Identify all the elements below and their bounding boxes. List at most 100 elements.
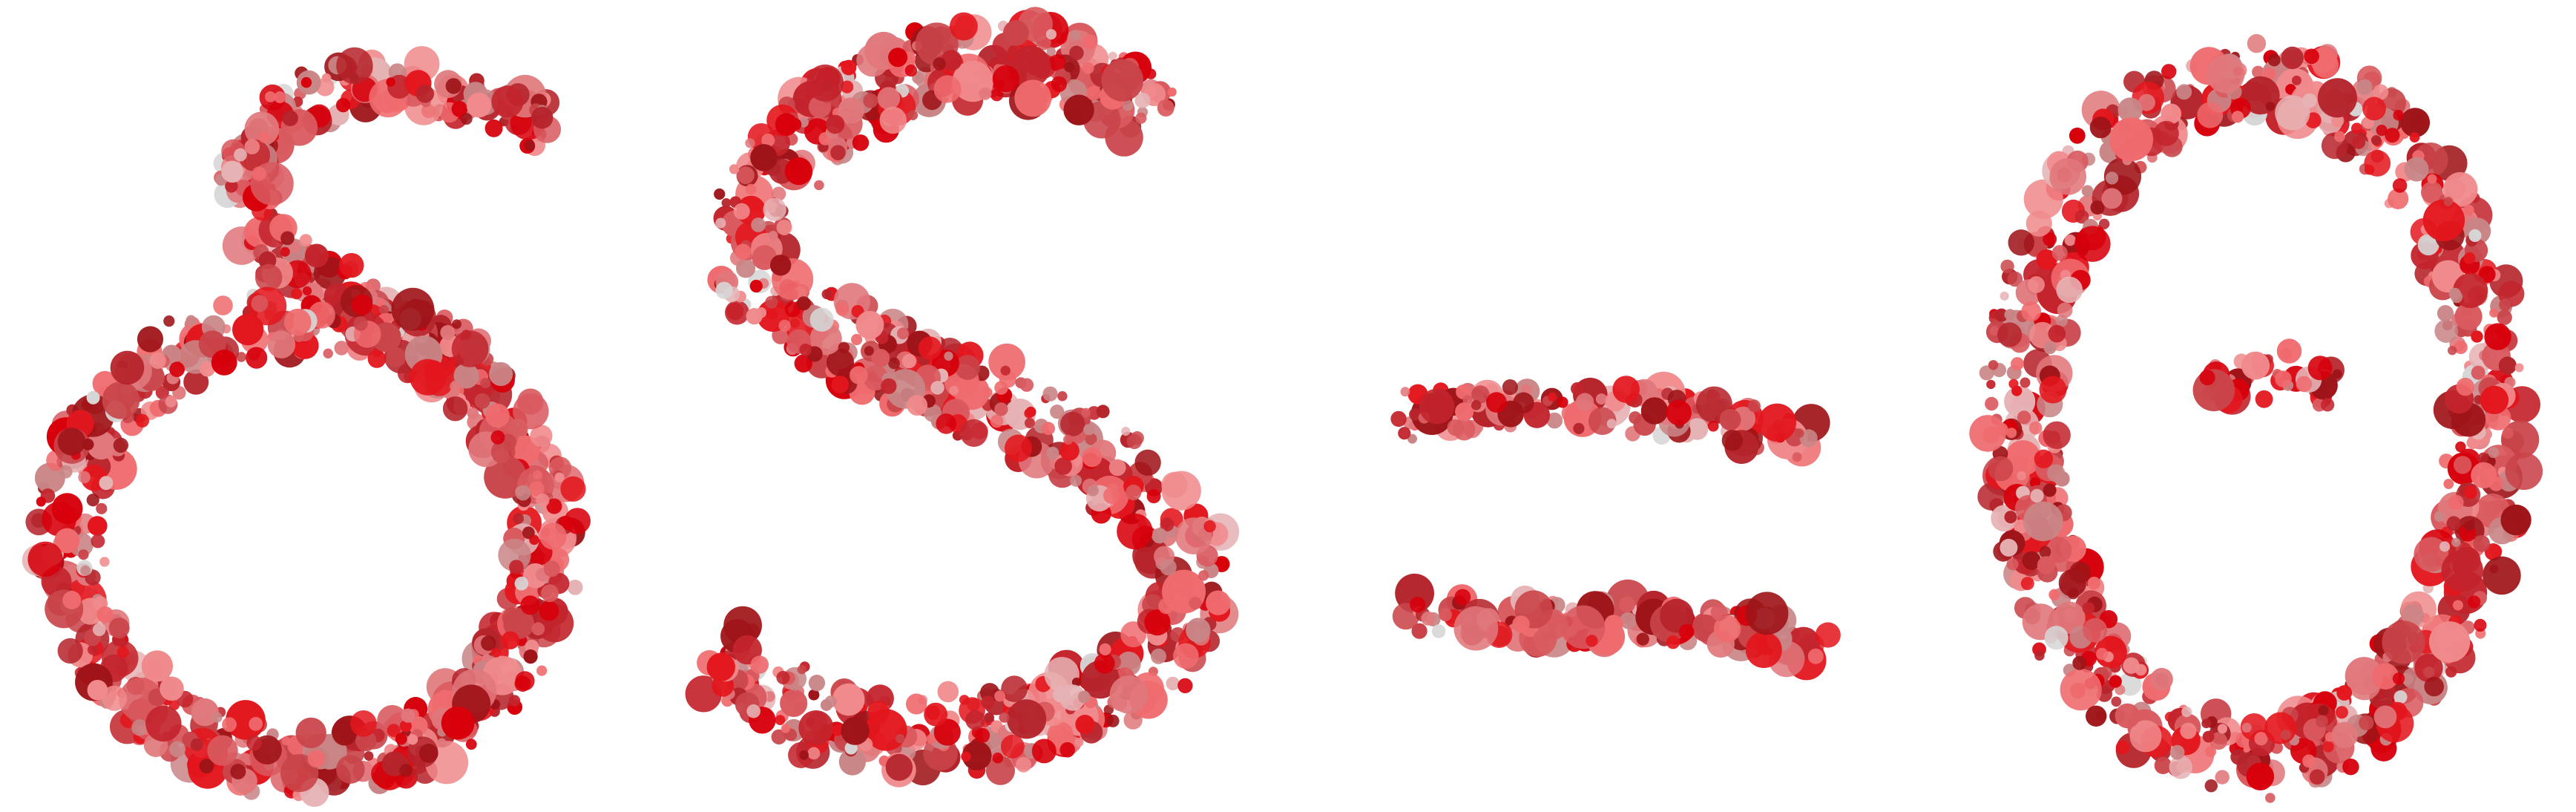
dot: [714, 188, 726, 200]
dot: [2454, 302, 2483, 330]
dot: [1086, 85, 1101, 101]
dot: [750, 144, 778, 171]
dot: [835, 303, 850, 316]
dot: [86, 390, 100, 405]
dot: [531, 622, 545, 636]
dot: [781, 724, 791, 733]
dot: [1070, 474, 1082, 487]
dot: [771, 729, 787, 744]
dot: [982, 387, 993, 398]
dot: [2393, 109, 2404, 121]
dot: [2011, 357, 2024, 370]
dot: [2318, 705, 2329, 716]
dot: [2452, 600, 2463, 611]
dot: [1109, 675, 1149, 714]
dot: [985, 756, 1015, 785]
dot: [230, 764, 246, 780]
dot: [498, 538, 531, 572]
dot: [2356, 79, 2373, 95]
dot: [2048, 324, 2066, 343]
dot: [897, 327, 910, 340]
dot: [2382, 621, 2425, 664]
dot: [2115, 740, 2130, 755]
dot: [441, 706, 475, 740]
dot: [2154, 120, 2179, 146]
dot: [2514, 363, 2524, 373]
dot: [82, 438, 94, 451]
dot: [466, 92, 492, 118]
dot: [2267, 53, 2281, 67]
dot: [852, 134, 870, 151]
dot: [994, 402, 1008, 416]
dot: [2336, 685, 2353, 701]
dot: [798, 710, 834, 745]
dot: [2404, 157, 2429, 182]
dot: [888, 357, 900, 370]
dot: [1471, 400, 1482, 410]
dot: [1619, 596, 1636, 613]
dot: [821, 289, 832, 300]
dot: [2082, 602, 2095, 615]
dot: [2280, 730, 2291, 741]
dot: [1431, 624, 1446, 638]
dot: [1666, 399, 1692, 426]
dot: [1122, 99, 1134, 111]
dot: [110, 350, 145, 385]
dot: [501, 631, 519, 649]
dot: [1745, 632, 1782, 668]
dot: [425, 368, 453, 396]
dot: [2048, 589, 2060, 600]
dot: [484, 455, 528, 499]
dot: [1719, 408, 1741, 430]
dot: [2448, 346, 2457, 356]
dot: [1707, 420, 1719, 432]
dot: [855, 310, 884, 339]
dot: [1042, 422, 1055, 436]
dot: [183, 369, 209, 395]
dot: [1082, 34, 1098, 50]
dot: [281, 736, 291, 746]
dot: [2321, 398, 2335, 412]
dot: [1453, 606, 1499, 651]
dot: [2074, 226, 2111, 262]
dot: [1069, 30, 1080, 41]
dot: [814, 180, 824, 191]
dot: [2087, 577, 2101, 590]
dot: [1117, 513, 1153, 550]
dot: [1161, 471, 1188, 498]
dot: [776, 670, 790, 685]
dot: [2006, 558, 2019, 571]
dot: [926, 734, 936, 744]
dot: [169, 741, 186, 758]
dot: [418, 744, 438, 763]
dot: [2217, 724, 2228, 734]
dot: [2034, 449, 2054, 468]
dot: [1606, 419, 1617, 429]
dot: [1088, 485, 1099, 497]
dot: [1410, 597, 1426, 613]
dot: [351, 294, 372, 315]
dot: [514, 576, 529, 591]
dot: [906, 693, 927, 715]
dot: [1969, 415, 2006, 452]
dot: [1620, 612, 1637, 629]
dot: [1177, 678, 1193, 693]
dot: [1513, 392, 1534, 413]
dot: [2197, 102, 2224, 128]
dot: [530, 425, 553, 448]
dot: [282, 110, 298, 126]
dot: [949, 385, 959, 396]
dot: [2428, 621, 2471, 663]
dot: [796, 296, 811, 311]
dot: [2254, 732, 2268, 746]
dot: [528, 481, 545, 497]
dot: [102, 381, 140, 419]
dot: [1471, 385, 1490, 404]
dot: [1005, 434, 1032, 462]
dot: [1512, 615, 1530, 633]
dot: [300, 76, 312, 88]
dot: [160, 676, 184, 701]
dot: [484, 119, 503, 137]
dot: [1069, 45, 1084, 61]
dot: [465, 739, 477, 750]
